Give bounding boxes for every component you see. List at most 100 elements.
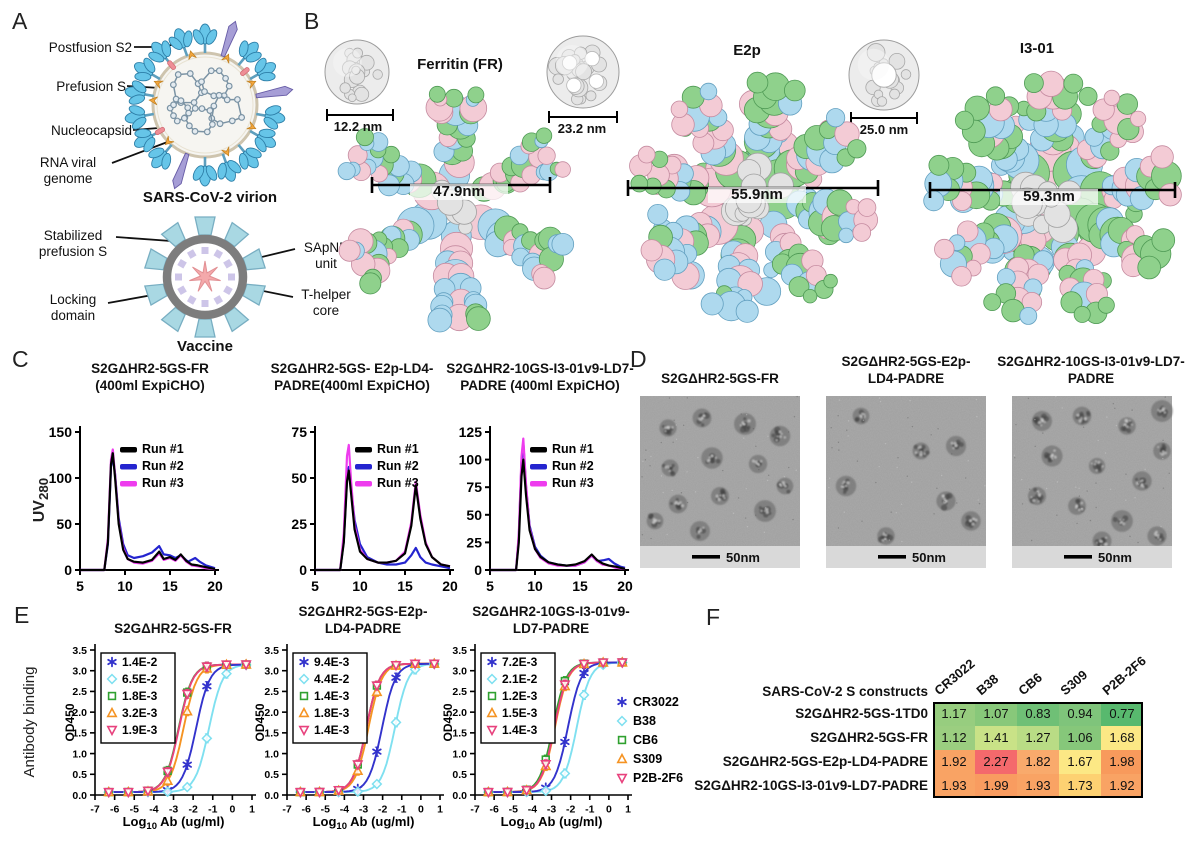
svg-text:3.2E-3: 3.2E-3: [122, 706, 158, 720]
svg-text:-7: -7: [90, 804, 99, 816]
prefusion-spike: [168, 28, 193, 57]
elisa-chart-i3-01: 0.0 0.5 1.0 1.5 2.0 2.5 3.0 3.5 -7 -6 -5 -4 -3 -2 -1 0 1…: [441, 644, 683, 832]
panel-c-label: C: [12, 346, 29, 372]
prefusion-spike: [148, 40, 173, 67]
svg-text:1.4E-3: 1.4E-3: [502, 723, 538, 737]
svg-text:75: 75: [291, 424, 307, 440]
heatmap-row-label: S2GΔHR2-10GS-I3-01v9-LD7-PADRE: [694, 778, 928, 793]
ec50-legend: 1.4E-2 6.5E-2 1.8E-3 3.2E-3 1.9E-3: [100, 652, 176, 744]
em-image-e2p: 50nm: [826, 396, 986, 568]
svg-text:7.2E-3: 7.2E-3: [502, 655, 538, 669]
svg-text:-1: -1: [208, 804, 217, 816]
heatmap-row-label: S2GΔHR2-5GS-E2p-LD4-PADRE: [722, 754, 928, 769]
sec-legend: Run #1 Run #2 Run #3: [355, 442, 419, 490]
svg-text:1.8E-3: 1.8E-3: [122, 689, 158, 703]
heatmap-row-header: SARS-CoV-2 S constructs: [762, 684, 928, 699]
em-particle: [690, 521, 710, 541]
scalebar-label: 50nm: [726, 550, 760, 565]
em-particle: [936, 491, 956, 511]
em-particle: [748, 454, 768, 474]
inset-scaffold-solid: [324, 39, 390, 105]
svg-text:0: 0: [606, 804, 612, 816]
prefusion-spike: [217, 153, 242, 182]
locking-domain-icon: [177, 258, 187, 269]
em-particle: [769, 425, 791, 447]
sec-legend: Run #1 Run #2 Run #3: [530, 442, 594, 490]
svg-text:1.0: 1.0: [264, 748, 279, 760]
heatmap-cell: 2.27: [975, 750, 1017, 774]
sec-chart-i3-01: 0 25 50 75 100 125 5 10 15 20 Run #1 Run #2 Run #3: [459, 424, 633, 594]
svg-text:-5: -5: [321, 804, 330, 816]
svg-text:1.9E-3: 1.9E-3: [122, 723, 158, 737]
em-particle: [734, 413, 756, 435]
axes: 0.0 0.5 1.0 1.5 2.0 2.5 3.0 3.5 -7 -6 -5 -4 -3 -2 -1 0 1: [72, 644, 256, 816]
svg-text:0: 0: [418, 804, 424, 816]
panel-f-label: F: [706, 604, 721, 630]
svg-text:75: 75: [466, 479, 482, 495]
heatmap-column-header-cb6: CB6: [1015, 669, 1045, 698]
postfusion-spike: [172, 152, 190, 190]
svg-text:9.4E-3: 9.4E-3: [314, 655, 350, 669]
svg-text:2.5: 2.5: [264, 686, 279, 698]
svg-text:15: 15: [572, 578, 588, 594]
elisa-chart-ferritin: 0.0 0.5 1.0 1.5 2.0 2.5 3.0 3.5 -7 -6 -5 -4 -3 -2 -1 0 1…: [63, 644, 256, 832]
svg-text:25: 25: [291, 516, 307, 532]
em-particle: [1151, 400, 1173, 422]
svg-text:B38: B38: [633, 714, 656, 728]
envelope-protein-icon: [240, 67, 250, 77]
elisa-points-p2b-2f6: [294, 659, 440, 799]
svg-text:0.0: 0.0: [452, 790, 467, 802]
scale-ruler: [326, 109, 394, 121]
svg-text:20: 20: [207, 578, 223, 594]
heatmap-cell: 1.17: [933, 702, 975, 726]
heatmap-cell: 1.82: [1017, 750, 1059, 774]
svg-text:1.4E-3: 1.4E-3: [314, 723, 350, 737]
em-image-ferritin: 50nm: [640, 395, 800, 568]
em-particle: [754, 500, 776, 522]
svg-text:-4: -4: [149, 804, 158, 816]
elisa-x-axis-label: Log10 Ab (ug/ml): [313, 814, 415, 832]
em-particle: [852, 407, 870, 425]
heatmap-row-label: S2GΔHR2-5GS-FR: [810, 730, 928, 745]
heatmap-cell: 1.67: [1059, 750, 1101, 774]
svg-text:5: 5: [76, 578, 84, 594]
heatmap-cell: 1.07: [975, 702, 1017, 726]
elisa-title-3-line1: S2GΔHR2-10GS-I3-01v9-: [472, 604, 630, 619]
em-particle: [1111, 510, 1133, 532]
svg-text:5: 5: [311, 578, 319, 594]
leader-line: [115, 236, 172, 242]
axes: 0.0 0.5 1.0 1.5 2.0 2.5 3.0 3.5 -7 -6 -5 -4 -3 -2 -1 0 1: [452, 644, 632, 816]
svg-text:0: 0: [229, 804, 235, 816]
em-particle: [1072, 406, 1092, 426]
svg-text:CB6: CB6: [633, 733, 658, 747]
sec-chart-3-title-line1: S2GΔHR2-10GS-I3-01v9-LD7-: [446, 361, 634, 376]
locking-domain-icon: [201, 247, 209, 254]
elisa-title-3-line2: LD7-PADRE: [512, 621, 590, 636]
svg-text:0: 0: [474, 562, 482, 578]
svg-text:-6: -6: [489, 804, 498, 816]
locking-domain-icon: [177, 285, 187, 296]
heatmap-column-header-s309: S309: [1057, 666, 1091, 698]
svg-text:1.0: 1.0: [72, 748, 87, 760]
prefusion-spike: [237, 143, 262, 170]
label-postfusion-s2: Postfusion S2: [48, 40, 132, 55]
svg-text:-1: -1: [585, 804, 594, 816]
diameter-e2p: 55.9nm: [708, 187, 806, 203]
sec-chart-1-title-line1: S2GΔHR2-5GS-FR: [91, 361, 209, 376]
prefusion-spike: [249, 128, 277, 153]
elisa-title-3: S2GΔHR2-10GS-I3-01v9- LD7-PADRE: [451, 603, 651, 637]
panel-a-label: A: [12, 8, 28, 34]
prefusion-spike: [237, 40, 262, 67]
svg-text:Run #3: Run #3: [377, 476, 419, 490]
caption-vaccine: Vaccine: [177, 338, 233, 355]
svg-text:-4: -4: [340, 804, 349, 816]
em-particle: [701, 447, 723, 469]
svg-text:1.0: 1.0: [452, 748, 467, 760]
axes: 0 25 50 75 5 10 15 20: [291, 424, 458, 594]
postfusion-spike: [255, 85, 294, 99]
svg-text:-7: -7: [282, 804, 291, 816]
np-title-i3-01: I3-01: [1019, 40, 1055, 57]
svg-text:3.0: 3.0: [452, 665, 467, 677]
em-particle: [1153, 442, 1171, 460]
